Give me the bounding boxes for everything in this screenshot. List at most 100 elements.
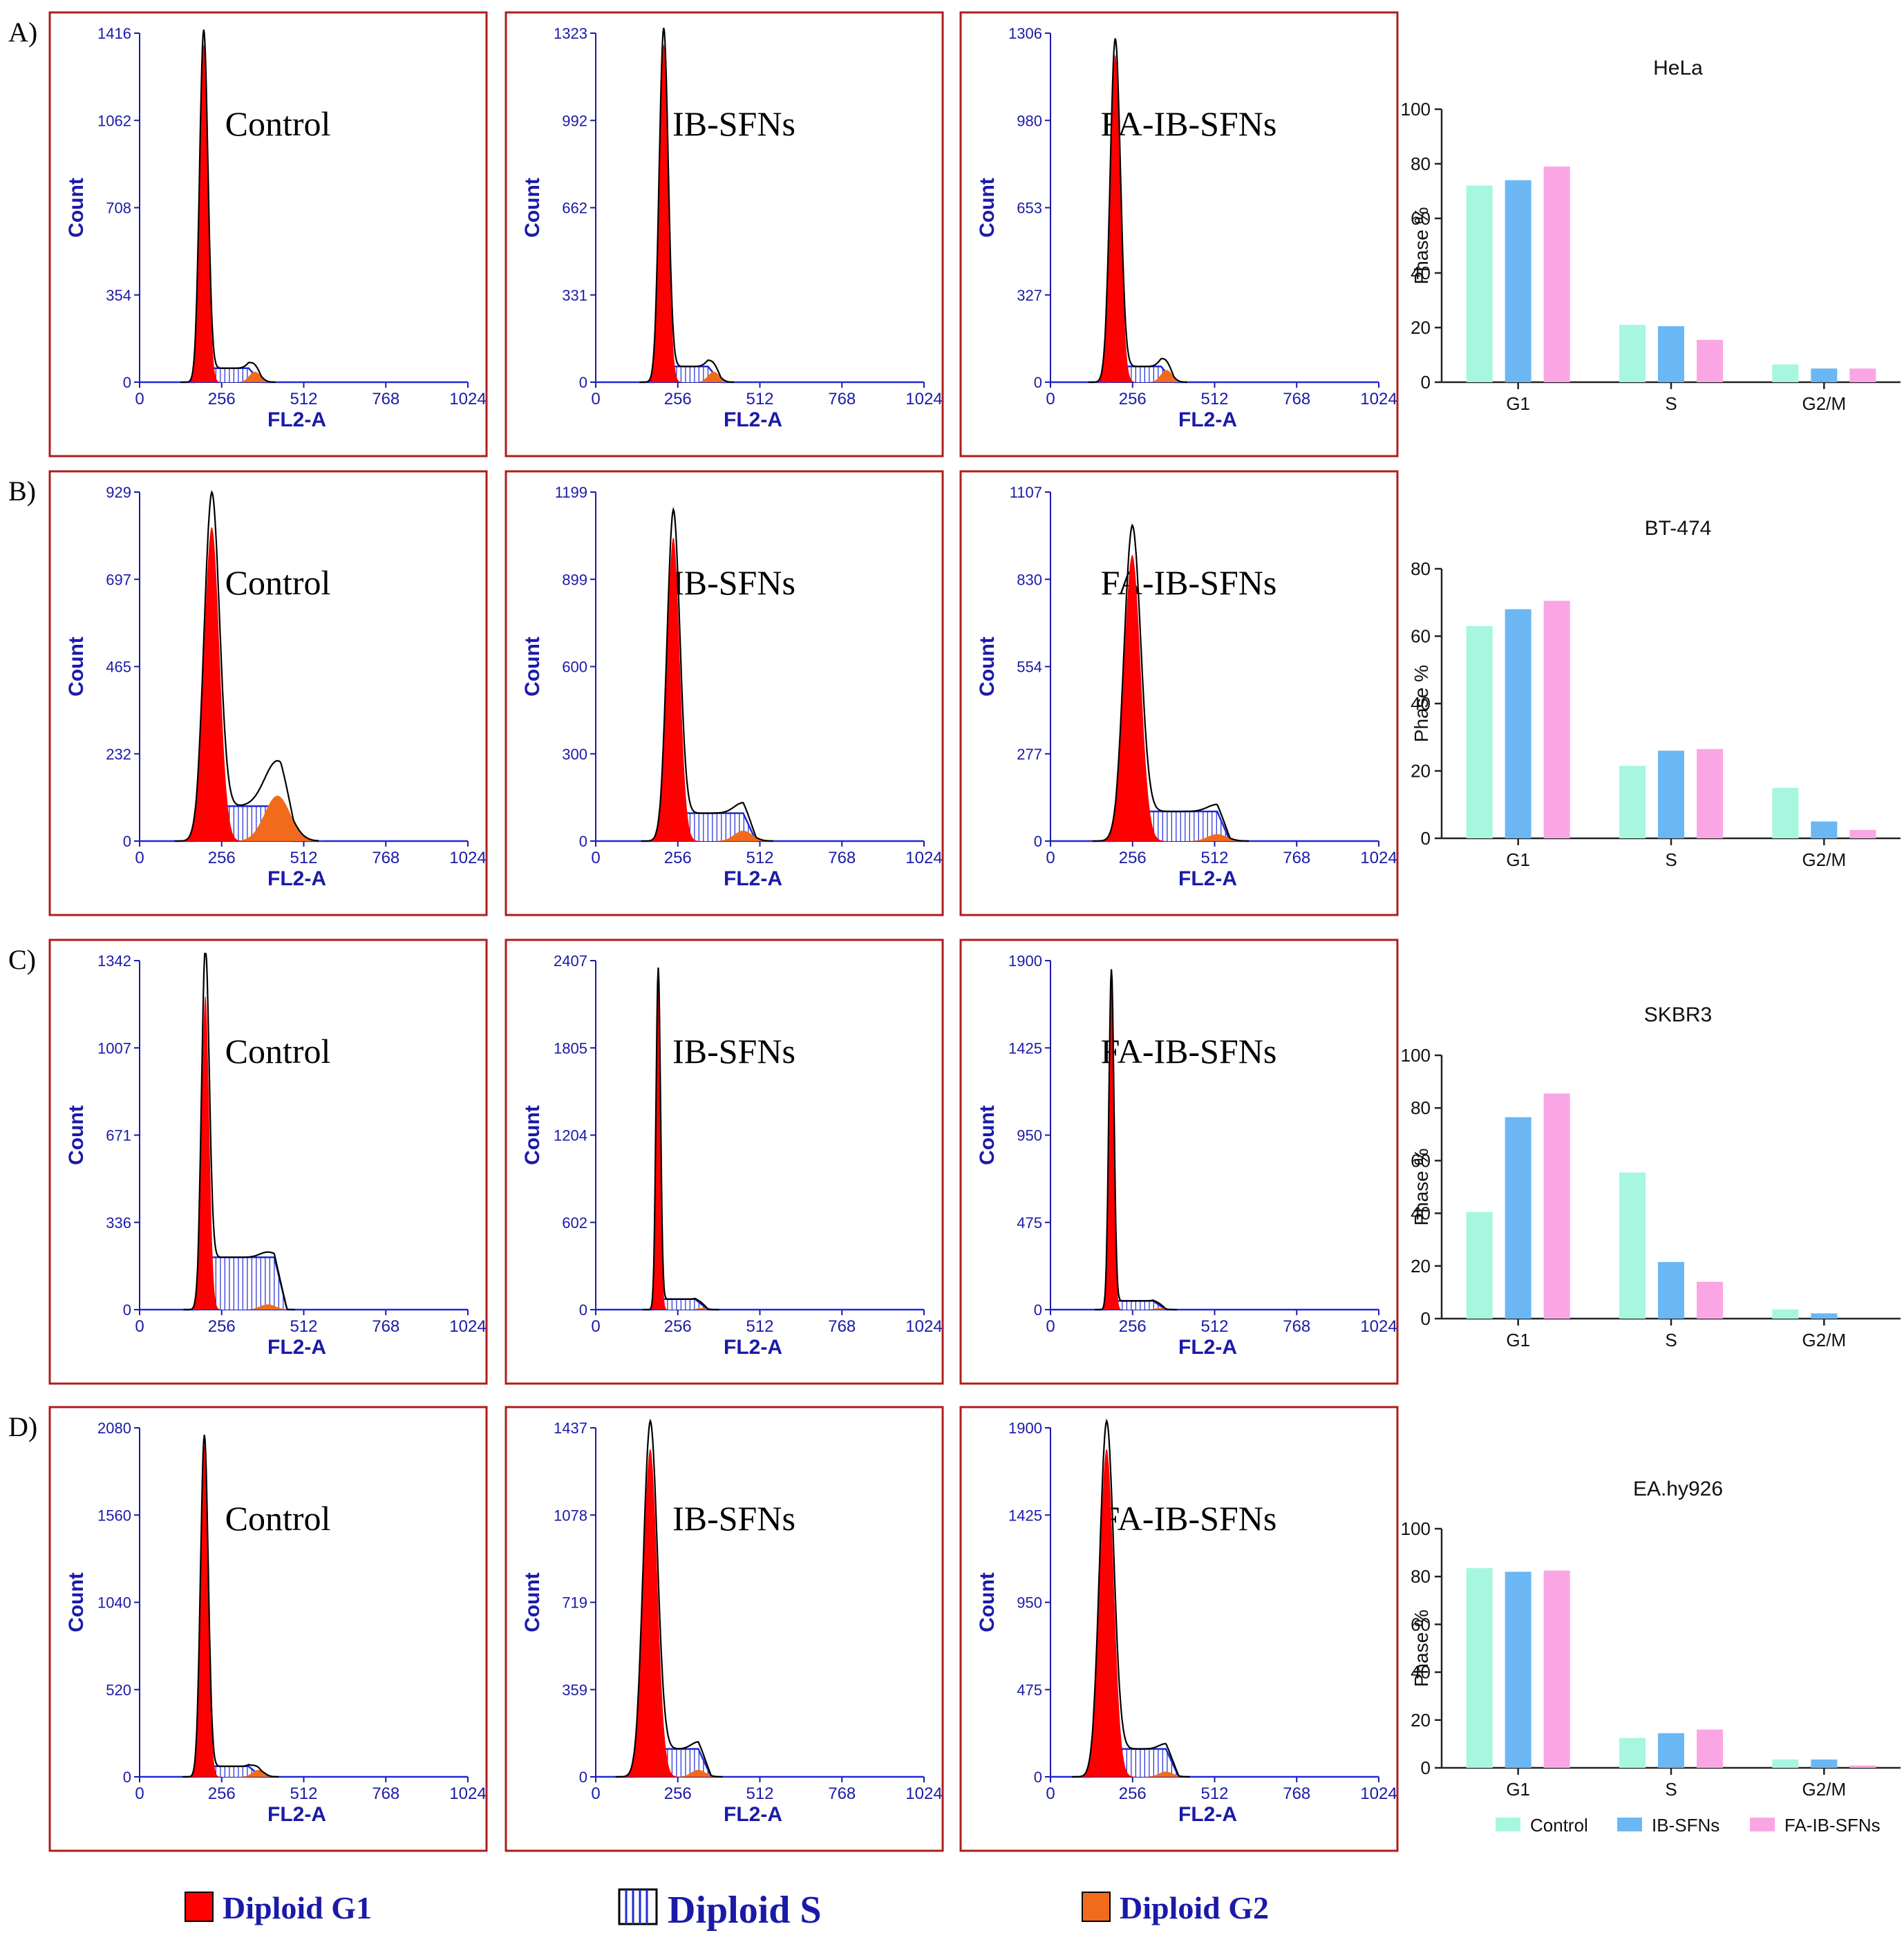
row-label: D) [8, 1411, 37, 1442]
x-tick-label: 512 [290, 849, 317, 867]
y-tick-label: 0 [123, 1301, 131, 1319]
y-tick-label: 0 [579, 1769, 587, 1786]
bar-chart: HeLa 0 20 40 60 80 100 Phase % G1 S G2/M [1401, 57, 1901, 414]
x-tick-label: 1024 [449, 390, 486, 408]
y-tick-label: 929 [106, 484, 131, 501]
s-phase-fill [1050, 366, 1379, 382]
s-phase-fill [1050, 1301, 1379, 1310]
x-tick-label: G1 [1506, 1330, 1530, 1350]
chart-title: BT-474 [1645, 517, 1712, 540]
y-tick-label: 662 [562, 200, 587, 217]
panel-border [959, 11, 1399, 458]
panel-border [505, 1406, 944, 1852]
y-axis-label: Count [521, 1572, 544, 1632]
bar [1811, 368, 1838, 382]
panel-border [959, 939, 1399, 1385]
y-axis-label: Phase % [1411, 1148, 1432, 1225]
y-tick-label: 1416 [97, 25, 131, 42]
x-tick-label: S [1665, 849, 1677, 870]
y-tick-label: 1900 [1008, 1420, 1042, 1437]
x-tick-label: 768 [828, 849, 856, 867]
s-phase-fill [140, 368, 468, 382]
y-axis-label: Phase % [1411, 665, 1432, 742]
y-tick-label: 80 [1411, 1566, 1431, 1587]
envelope-curve [615, 1418, 723, 1778]
y-tick-label: 1007 [97, 1039, 131, 1057]
y-tick-label: 0 [123, 1769, 131, 1786]
g1-phase-fill [596, 44, 924, 382]
x-tick-label: S [1665, 393, 1677, 414]
bar [1543, 601, 1570, 838]
bar-charts: HeLa 0 20 40 60 80 100 Phase % G1 S G2/M BT-474 0 20 4… [1401, 57, 1901, 1836]
x-tick-label: 0 [1046, 849, 1055, 867]
x-tick-label: 1024 [1360, 390, 1397, 408]
x-tick-label: G2/M [1802, 393, 1847, 414]
y-axis-label: Count [521, 1105, 544, 1165]
legend-s-swatch [618, 1888, 658, 1925]
x-tick-label: 1024 [905, 1784, 942, 1803]
legend-g1-swatch [185, 1892, 214, 1922]
envelope-curve [1072, 1418, 1190, 1778]
legend-label: FA-IB-SFNs [1784, 1815, 1881, 1836]
panel-border [959, 1406, 1399, 1852]
row-label: A) [8, 17, 37, 48]
y-tick-label: 697 [106, 571, 131, 588]
x-tick-label: G1 [1506, 393, 1530, 414]
x-tick-label: 256 [664, 390, 692, 408]
y-tick-label: 0 [1034, 833, 1042, 850]
y-tick-label: 475 [1017, 1214, 1042, 1232]
x-axis-label: FL2-A [267, 1803, 326, 1826]
y-tick-label: 20 [1411, 761, 1431, 782]
x-tick-label: 0 [135, 390, 144, 408]
y-tick-label: 899 [562, 571, 587, 588]
x-tick-label: 0 [591, 849, 600, 867]
s-phase-fill [596, 366, 924, 382]
y-tick-label: 0 [123, 374, 131, 391]
histogram-grid: A) 0 354 708 1062 1416 0 256 512 768 1024 FL2-A Coun… [8, 11, 1399, 1852]
x-tick-label: 256 [208, 390, 236, 408]
y-tick-label: 1805 [554, 1039, 587, 1057]
x-tick-label: 0 [135, 849, 144, 867]
y-tick-label: 0 [579, 833, 587, 850]
legend-label: Control [1530, 1815, 1588, 1836]
y-tick-label: 40 [1411, 693, 1431, 714]
s-phase-fill [596, 1748, 924, 1777]
legend-swatch [1617, 1818, 1642, 1831]
x-tick-label: 256 [1119, 390, 1147, 408]
y-tick-label: 0 [1034, 374, 1042, 391]
y-tick-label: 980 [1017, 112, 1042, 129]
bar [1811, 821, 1838, 838]
panel-border [48, 470, 488, 916]
x-tick-label: 768 [372, 1317, 399, 1336]
y-tick-label: 20 [1411, 1710, 1431, 1731]
envelope-curve [639, 28, 735, 384]
legend-s-label: Diploid S [668, 1889, 822, 1932]
y-tick-label: 1560 [97, 1507, 131, 1524]
x-tick-label: G1 [1506, 1779, 1530, 1800]
s-phase-fill [1050, 1748, 1379, 1777]
panel-border [505, 11, 944, 458]
y-tick-label: 60 [1411, 626, 1431, 647]
y-tick-label: 60 [1411, 208, 1431, 229]
bar [1697, 1281, 1723, 1319]
x-tick-label: 768 [1283, 1317, 1310, 1336]
x-tick-label: 512 [746, 390, 773, 408]
x-tick-label: 256 [664, 1317, 692, 1336]
y-tick-label: 0 [579, 374, 587, 391]
x-tick-label: 768 [1283, 849, 1310, 867]
y-tick-label: 1062 [97, 112, 131, 129]
x-axis-label: FL2-A [267, 867, 326, 890]
bar-chart: SKBR3 0 20 40 60 80 100 Phase % G1 S G2/M [1401, 1003, 1901, 1350]
bar [1466, 1212, 1493, 1319]
y-tick-label: 80 [1411, 1097, 1431, 1118]
x-tick-label: 1024 [449, 849, 486, 867]
x-tick-label: 512 [746, 849, 773, 867]
bar [1849, 1765, 1876, 1768]
bar-legend: Control IB-SFNs FA-IB-SFNs [1496, 1815, 1881, 1836]
x-axis-label: FL2-A [1178, 1803, 1237, 1826]
x-tick-label: 768 [828, 1317, 856, 1336]
bar [1772, 364, 1799, 382]
y-tick-label: 475 [1017, 1681, 1042, 1699]
g1-phase-fill [140, 1445, 468, 1777]
x-tick-label: 0 [591, 1317, 600, 1336]
